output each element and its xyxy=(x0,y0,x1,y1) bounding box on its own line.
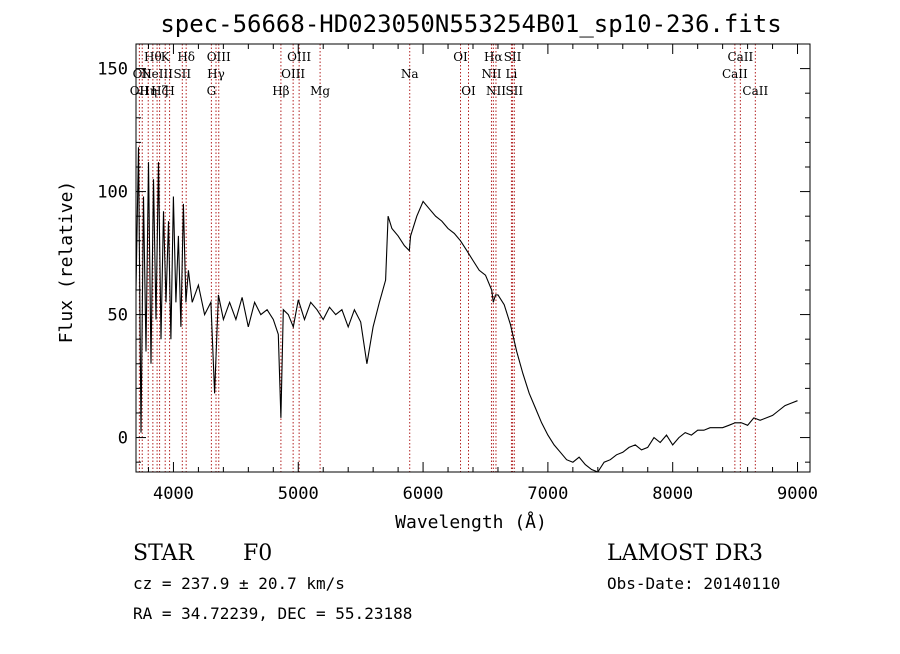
redshift-cz: cz = 237.9 ± 20.7 km/s xyxy=(133,574,345,593)
line-label-0: OII xyxy=(130,84,150,98)
chart-title: spec-56668-HD023050N553254B01_sp10-236.f… xyxy=(160,10,781,38)
line-label-15: OIII xyxy=(287,50,311,64)
line-label-25: SII xyxy=(505,84,523,98)
line-label-9: Hδ xyxy=(177,50,195,64)
line-label-19: OI xyxy=(461,84,476,98)
line-label-26: CaII xyxy=(722,67,748,81)
line-label-4: NeIII xyxy=(141,67,173,81)
line-label-1: OII xyxy=(133,67,153,81)
x-tick-label: 8000 xyxy=(652,484,693,504)
x-axis-label: Wavelength (Å) xyxy=(395,511,547,533)
object-class: STAR xyxy=(133,541,195,566)
x-tick-label: 4000 xyxy=(153,484,194,504)
line-label-18: OI xyxy=(453,50,468,64)
line-label-16: Mg xyxy=(310,84,330,98)
line-label-27: CaII xyxy=(727,50,753,64)
spectral-line-markers xyxy=(138,44,756,472)
x-tick-label: 9000 xyxy=(777,484,818,504)
line-label-7: H xyxy=(164,84,174,98)
plot-frame xyxy=(135,43,811,473)
line-label-28: CaII xyxy=(742,84,768,98)
line-label-17: Na xyxy=(401,67,419,81)
survey-release: LAMOST DR3 xyxy=(607,541,763,566)
line-label-10: G xyxy=(207,84,217,98)
object-subclass: F0 xyxy=(243,541,272,566)
x-tick-label: 7000 xyxy=(527,484,568,504)
sky-coordinates: RA = 34.72239, DEC = 55.23188 xyxy=(133,604,412,623)
observation-date: Obs-Date: 20140110 xyxy=(607,574,780,593)
spectral-line-labels: OIIOIIHηHθNeIIIHζKHSIIHδGHγOIIIHβOIIIOII… xyxy=(130,50,769,98)
line-label-14: OIII xyxy=(281,67,305,81)
line-label-21: Hα xyxy=(484,50,503,64)
line-label-20: NII xyxy=(481,67,501,81)
line-label-24: SII xyxy=(504,50,522,64)
line-label-5: Hζ xyxy=(151,84,168,98)
spectrum-series-line xyxy=(135,147,798,473)
x-axis-ticks: 4000 5000 6000 7000 8000 9000 xyxy=(147,44,818,504)
line-label-6: K xyxy=(161,50,171,64)
line-label-12: OIII xyxy=(207,50,231,64)
y-axis-ticks: 0 50 100 150 xyxy=(97,43,810,463)
line-label-22: NII xyxy=(486,84,506,98)
line-label-11: Hγ xyxy=(207,67,225,81)
line-label-23: Li xyxy=(506,67,518,81)
y-tick-label: 50 xyxy=(108,306,128,326)
x-tick-label: 6000 xyxy=(403,484,444,504)
x-tick-label: 5000 xyxy=(278,484,319,504)
y-tick-label: 150 xyxy=(97,60,128,80)
y-tick-label: 100 xyxy=(97,183,128,203)
y-axis-label: Flux (relative) xyxy=(56,181,77,344)
line-label-3: Hθ xyxy=(144,50,162,64)
y-tick-label: 0 xyxy=(118,429,128,449)
line-label-13: Hβ xyxy=(272,84,289,98)
line-label-2: Hη xyxy=(139,84,157,98)
line-label-8: SII xyxy=(173,67,191,81)
